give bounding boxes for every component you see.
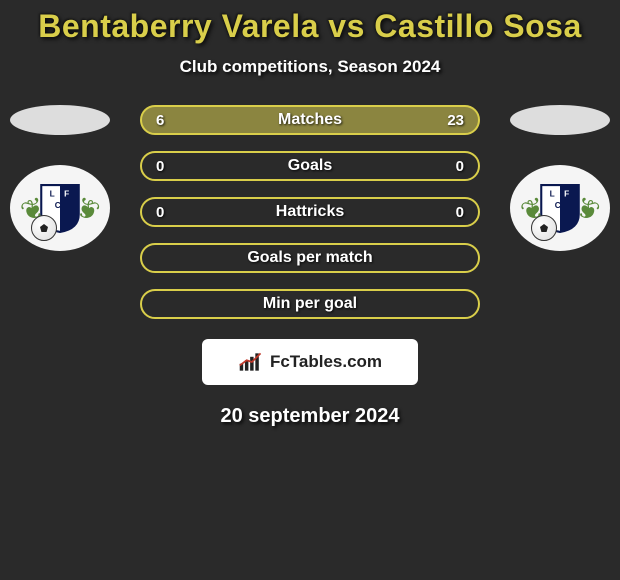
- ball-icon: [531, 215, 557, 241]
- club-badge-left: ❦ ❦ L F C: [10, 165, 110, 251]
- stat-right-value: 23: [447, 112, 464, 129]
- stat-label: Goals per match: [247, 249, 372, 267]
- stat-row: 0 Goals 0: [140, 151, 480, 181]
- shield-icon: ❦ ❦ L F C: [539, 183, 581, 233]
- svg-text:F: F: [564, 189, 569, 199]
- stat-row: 0 Hattricks 0: [140, 197, 480, 227]
- stat-left-value: 6: [156, 112, 164, 129]
- ball-icon: [31, 215, 57, 241]
- chart-icon: [238, 351, 264, 373]
- comparison-card: Bentaberry Varela vs Castillo Sosa Club …: [0, 0, 620, 428]
- stat-right-value: 0: [456, 158, 464, 175]
- svg-text:C: C: [55, 200, 61, 210]
- stat-row: Min per goal: [140, 289, 480, 319]
- svg-text:L: L: [550, 189, 555, 199]
- stat-left-value: 0: [156, 204, 164, 221]
- stat-label: Hattricks: [276, 203, 344, 221]
- club-badge-right: ❦ ❦ L F C: [510, 165, 610, 251]
- page-title: Bentaberry Varela vs Castillo Sosa: [0, 8, 620, 45]
- branding-text: FcTables.com: [270, 352, 382, 372]
- player-photo-left: [10, 105, 110, 135]
- stat-row: 6 Matches 23: [140, 105, 480, 135]
- stat-left-value: 0: [156, 158, 164, 175]
- svg-text:L: L: [50, 189, 55, 199]
- stat-right-value: 0: [456, 204, 464, 221]
- svg-text:F: F: [64, 189, 69, 199]
- shield-icon: ❦ ❦ L F C: [39, 183, 81, 233]
- svg-text:C: C: [555, 200, 561, 210]
- stat-row: Goals per match: [140, 243, 480, 273]
- date-label: 20 september 2024: [0, 405, 620, 428]
- branding-logo[interactable]: FcTables.com: [202, 339, 418, 385]
- stat-label: Min per goal: [263, 295, 357, 313]
- subtitle: Club competitions, Season 2024: [0, 57, 620, 77]
- stat-label: Matches: [278, 111, 342, 129]
- stats-area: ❦ ❦ L F C ❦ ❦ L F: [0, 105, 620, 319]
- stat-rows: 6 Matches 23 0 Goals 0 0 Hattricks 0 Goals per ma…: [140, 105, 480, 319]
- stat-label: Goals: [288, 157, 332, 175]
- player-photo-right: [510, 105, 610, 135]
